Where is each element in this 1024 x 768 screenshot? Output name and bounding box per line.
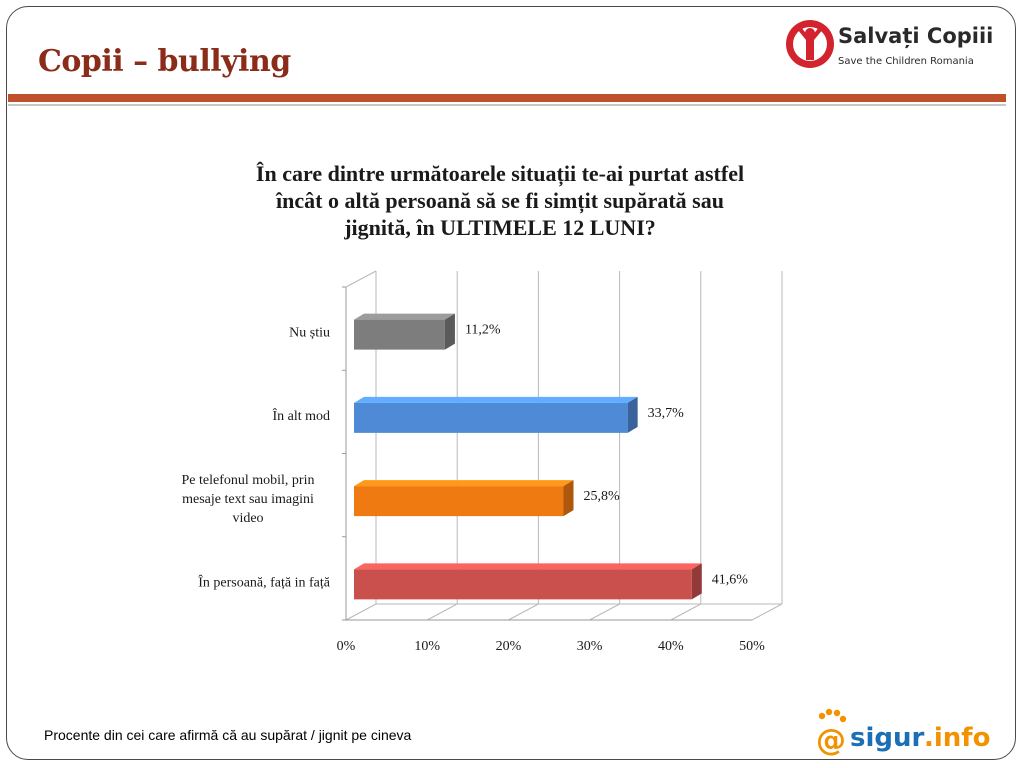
floor-gridline (751, 603, 783, 621)
slide-title: Copii – bullying (38, 44, 291, 79)
wall-top-edge (345, 270, 377, 288)
sigur-info-word: sigur (850, 723, 925, 753)
salvati-copiii-subtitle: Save the Children Romania (838, 56, 974, 67)
chart-title-line: încât o altă persoană să se fi simțit su… (276, 188, 724, 213)
category-label: În persoană, față in față (198, 573, 331, 590)
bar-top-face (354, 480, 574, 487)
x-tick-label: 40% (658, 639, 684, 654)
x-tick-label: 30% (577, 639, 603, 654)
bar (354, 569, 692, 600)
salvati-copiii-logo: Salvați Copiii Save the Children Romania (784, 16, 994, 76)
sigur-info-logo: @ sigur .info (812, 706, 1002, 758)
chart-title-line: jignită, în ULTIMELE 12 LUNI? (344, 215, 656, 240)
bar-side-face (627, 396, 638, 433)
value-label: 41,6% (712, 572, 749, 587)
bar (354, 319, 445, 350)
x-tick-label: 50% (739, 639, 765, 654)
value-label: 25,8% (583, 489, 620, 504)
bar-top-face (354, 313, 455, 320)
category-label: video (232, 511, 263, 526)
chart-title-line: În care dintre următoarele situații te-a… (255, 161, 745, 186)
floor-gridline (589, 603, 620, 621)
category-label: mesaje text sau imagini (182, 492, 314, 507)
sigur-info-at: @ (816, 723, 846, 758)
floor-gridline (670, 603, 702, 621)
value-label: 11,2% (465, 323, 501, 338)
bar (354, 486, 564, 517)
title-rule (8, 94, 1006, 102)
salvati-copiii-emblem-icon (786, 20, 834, 68)
floor-gridline (426, 603, 458, 621)
bar (354, 402, 628, 433)
category-label: În alt mod (272, 407, 330, 424)
paw-icon (818, 708, 847, 723)
x-tick-label: 20% (496, 639, 522, 654)
category-label: Pe telefonul mobil, prin (182, 473, 315, 488)
category-label: Nu știu (289, 326, 330, 341)
sigur-info-suffix: .info (924, 723, 990, 753)
bar-side-face (691, 563, 702, 600)
footer-note: Procente din cei care afirmă că au supăr… (44, 727, 412, 743)
bar-top-face (354, 563, 702, 570)
chart-title: În care dintre următoarele situații te-a… (180, 160, 820, 241)
title-rule-shadow (8, 104, 1006, 106)
x-tick-label: 10% (414, 639, 440, 654)
slide-frame (6, 6, 1016, 760)
x-tick-label: 0% (337, 639, 356, 654)
value-label: 33,7% (648, 406, 685, 421)
salvati-copiii-name: Salvați Copiii (838, 24, 994, 48)
floor-gridline (345, 603, 377, 621)
bar-side-face (444, 313, 455, 350)
bar-top-face (354, 396, 638, 403)
bar-side-face (563, 480, 574, 517)
floor-gridline (508, 603, 539, 621)
